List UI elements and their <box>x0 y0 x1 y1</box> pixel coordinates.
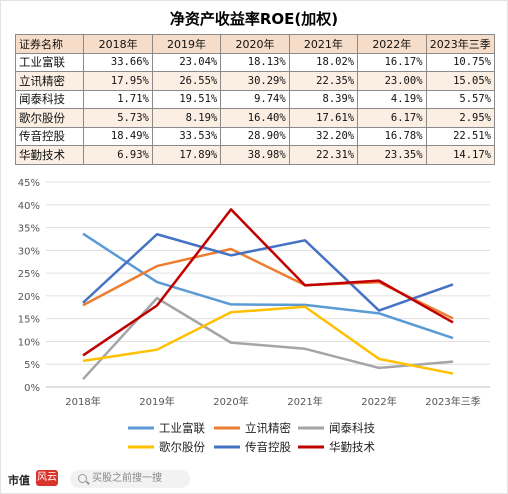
table-row: 华勤技术 6.93% 17.89% 38.98% 22.31% 23.35% 14.17% <box>14 145 496 165</box>
value-cell: 8.19% <box>151 108 222 128</box>
value-cell: 16.78% <box>357 126 427 146</box>
x-tick-label: 2019年 <box>139 395 174 408</box>
value-cell: 6.17% <box>357 108 427 128</box>
table-corner-header: 证券名称 <box>14 34 85 54</box>
y-tick-label: 30% <box>18 246 40 257</box>
legend-label: 歌尔股份 <box>159 440 205 454</box>
column-header: 2022年 <box>357 34 427 54</box>
y-tick-label: 0% <box>24 383 40 394</box>
legend-label: 华勤技术 <box>329 440 375 454</box>
value-cell: 17.61% <box>288 108 359 128</box>
legend-label: 工业富联 <box>159 421 205 435</box>
column-header: 2020年 <box>220 34 290 54</box>
value-cell: 32.20% <box>288 126 359 146</box>
value-cell: 5.57% <box>425 89 496 109</box>
value-cell: 2.95% <box>425 108 496 128</box>
value-cell: 16.40% <box>220 108 290 128</box>
brand-logo-text: 市值 <box>8 474 30 487</box>
y-tick-label: 25% <box>18 269 40 280</box>
table-header-row: 证券名称 2018年 2019年 2020年 2021年 2022年 2023年… <box>14 34 496 54</box>
table-row: 传音控股 18.49% 33.53% 28.90% 32.20% 16.78% 22.51% <box>14 126 496 146</box>
series-line-1 <box>82 232 454 340</box>
series-line-6 <box>82 208 454 357</box>
legend-label: 闻泰科技 <box>329 421 375 435</box>
value-cell: 33.53% <box>151 126 222 146</box>
column-header: 2021年 <box>288 34 359 54</box>
value-cell: 14.17% <box>425 145 496 165</box>
value-cell: 30.29% <box>220 71 290 91</box>
row-name-cell: 传音控股 <box>14 126 85 146</box>
value-cell: 18.02% <box>288 52 359 72</box>
value-cell: 8.39% <box>288 89 359 109</box>
table-row: 工业富联 33.66% 23.04% 18.13% 18.02% 16.17% 10.75% <box>14 52 496 72</box>
value-cell: 1.71% <box>83 89 153 109</box>
value-cell: 17.95% <box>83 71 153 91</box>
value-cell: 28.90% <box>220 126 290 146</box>
value-cell: 38.98% <box>220 145 290 165</box>
y-tick-label: 20% <box>18 292 40 303</box>
y-tick-label: 35% <box>18 224 40 235</box>
value-cell: 15.05% <box>425 71 496 91</box>
x-tick-label: 2018年 <box>65 395 100 408</box>
value-cell: 18.49% <box>83 126 153 146</box>
value-cell: 23.35% <box>357 145 427 165</box>
x-tick-label: 2023年三季 <box>425 395 480 408</box>
column-header: 2019年 <box>151 34 222 54</box>
roe-line-chart: 0% 5% 10% 15% 20% 25% 30% 35% 40% 45% 2018年 2019年 20… <box>18 178 490 454</box>
value-cell: 22.51% <box>425 126 496 146</box>
y-tick-label: 5% <box>24 360 40 371</box>
row-name-cell: 工业富联 <box>14 52 85 72</box>
value-cell: 16.17% <box>357 52 427 72</box>
value-cell: 33.66% <box>83 52 153 72</box>
x-tick-label: 2020年 <box>213 395 248 408</box>
value-cell: 22.31% <box>288 145 359 165</box>
column-header: 2023年三季 <box>425 34 496 54</box>
row-name-cell: 华勤技术 <box>14 145 85 165</box>
value-cell: 5.73% <box>83 108 153 128</box>
x-tick-label: 2021年 <box>287 395 322 408</box>
x-tick-label: 2022年 <box>361 395 396 408</box>
column-header: 2018年 <box>83 34 153 54</box>
y-tick-label: 45% <box>18 178 40 189</box>
search-box[interactable]: 买股之前搜一搜 <box>70 470 190 488</box>
row-name-cell: 歌尔股份 <box>14 108 85 128</box>
y-tick-label: 10% <box>18 337 40 348</box>
search-placeholder: 买股之前搜一搜 <box>92 473 162 484</box>
value-cell: 10.75% <box>425 52 496 72</box>
series-line-3 <box>82 296 454 381</box>
roe-table: 证券名称 2018年 2019年 2020年 2021年 2022年 2023年… <box>14 34 496 165</box>
table-row: 歌尔股份 5.73% 8.19% 16.40% 17.61% 6.17% 2.95% <box>14 108 496 128</box>
value-cell: 4.19% <box>357 89 427 109</box>
value-cell: 23.04% <box>151 52 222 72</box>
series-line-2 <box>82 247 454 320</box>
table-row: 立讯精密 17.95% 26.55% 30.29% 22.35% 23.00% 15.05% <box>14 71 496 91</box>
brand-logo-mark: 风云 <box>36 470 58 486</box>
value-cell: 26.55% <box>151 71 222 91</box>
legend-label: 立讯精密 <box>245 421 291 435</box>
value-cell: 18.13% <box>220 52 290 72</box>
row-name-cell: 闻泰科技 <box>14 89 85 109</box>
row-name-cell: 立讯精密 <box>14 71 85 91</box>
value-cell: 22.35% <box>288 71 359 91</box>
footer-bar: 市值 风云 买股之前搜一搜 <box>0 466 508 494</box>
legend-label: 传音控股 <box>245 440 291 454</box>
value-cell: 23.00% <box>357 71 427 91</box>
y-tick-label: 40% <box>18 201 40 212</box>
value-cell: 17.89% <box>151 145 222 165</box>
y-tick-label: 15% <box>18 315 40 326</box>
series-line-4 <box>82 305 454 375</box>
page-title: 净资产收益率ROE(加权) <box>169 10 339 28</box>
value-cell: 19.51% <box>151 89 222 109</box>
value-cell: 9.74% <box>220 89 290 109</box>
table-row: 闻泰科技 1.71% 19.51% 9.74% 8.39% 4.19% 5.57% <box>14 89 496 109</box>
search-icon <box>78 474 87 483</box>
value-cell: 6.93% <box>83 145 153 165</box>
